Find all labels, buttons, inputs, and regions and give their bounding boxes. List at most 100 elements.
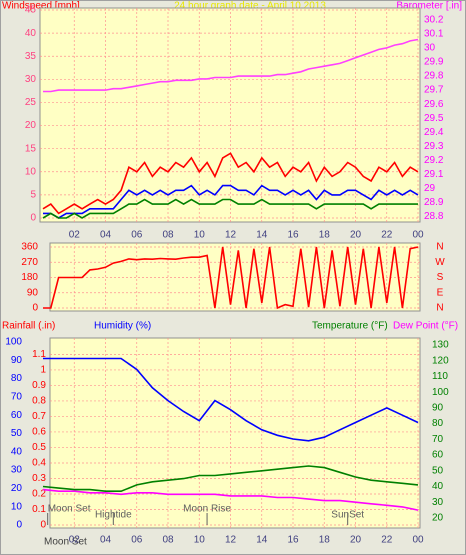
y-tick-label: 0.7 — [32, 411, 46, 422]
y-tick-label: 0.2 — [32, 489, 46, 500]
y2-tick-label: 60 — [432, 450, 444, 461]
annotation: Moon Set — [48, 504, 91, 515]
y2-axis-label: Barometer [.in] — [396, 1, 462, 12]
series-line — [43, 357, 419, 442]
x-tick-label: 22 — [381, 230, 393, 241]
y3-tick-label: 20 — [11, 483, 23, 494]
y3-tick-label: 50 — [11, 428, 23, 439]
y-tick-label: 1 — [40, 365, 46, 376]
y2-tick-label: 50 — [432, 465, 444, 476]
y-tick-label: 15 — [25, 143, 37, 154]
x-tick-label: 16 — [287, 230, 299, 241]
series-line — [43, 38, 419, 93]
plot-area — [39, 7, 421, 223]
series-line — [42, 152, 419, 215]
series-line — [42, 465, 419, 492]
x-tick-label: 10 — [194, 535, 206, 546]
y3-tick-label: 60 — [11, 410, 23, 421]
y3-tick-label: 30 — [11, 465, 23, 476]
x-tick-label: 06 — [131, 230, 143, 241]
x-tick-label: 10 — [194, 230, 206, 241]
x-tick-label: 08 — [162, 535, 174, 546]
x-tick-label: 00 — [412, 535, 424, 546]
x-tick-label: 02 — [69, 535, 81, 546]
y-tick-label: 30 — [25, 74, 37, 85]
x-tick-label: 18 — [319, 535, 331, 546]
y-tick-label: 0.4 — [32, 458, 46, 469]
x-axis-label: Moon Set — [44, 537, 87, 548]
series-line — [43, 246, 419, 310]
y2-tick-label: 29.7 — [424, 85, 444, 96]
legend-humidity: Humidity (%) — [94, 321, 151, 332]
y2-tick-label: 130 — [432, 340, 449, 351]
y2-tick-label: 70 — [432, 434, 444, 445]
y2-tick-label: 110 — [432, 371, 448, 382]
annotation: Hightide — [95, 510, 132, 521]
y2-tick-label: W — [435, 257, 445, 268]
x-tick-label: 14 — [256, 230, 268, 241]
y-tick-label: 35 — [25, 51, 37, 62]
y2-tick-label: N — [436, 303, 443, 314]
y2-tick-label: 20 — [432, 513, 444, 524]
y3-tick-label: 100 — [5, 337, 22, 348]
y2-tick-label: 29.3 — [424, 141, 444, 152]
series-line — [43, 184, 419, 219]
y3-tick-label: 0 — [16, 520, 22, 531]
y2-tick-label: 30.2 — [424, 14, 444, 25]
series-line — [42, 488, 419, 511]
x-tick-label: 02 — [69, 230, 81, 241]
y2-tick-label: 120 — [432, 355, 449, 366]
annotation: Moon Rise — [183, 504, 231, 515]
x-tick-label: 00 — [412, 230, 424, 241]
x-tick-label: 20 — [350, 535, 362, 546]
y2-tick-label: 100 — [432, 387, 449, 398]
y2-tick-label: S — [437, 272, 444, 283]
chart-title: 24 hour graph date - April 10 2013 — [174, 1, 326, 12]
x-tick-label: 08 — [162, 230, 174, 241]
y2-tick-label: 30.1 — [424, 29, 444, 40]
x-tick-label: 20 — [350, 230, 362, 241]
y3-tick-label: 90 — [11, 355, 23, 366]
y2-tick-label: 29.4 — [424, 127, 444, 138]
y2-tick-label: 29.5 — [424, 113, 444, 124]
y2-tick-label: 29.8 — [424, 71, 444, 82]
x-tick-label: 18 — [319, 230, 331, 241]
y-tick-label: 90 — [27, 287, 39, 298]
y3-tick-label: 10 — [11, 501, 23, 512]
x-tick-label: 04 — [100, 230, 112, 241]
y2-tick-label: 29.9 — [424, 57, 444, 68]
y-tick-label: 0 — [32, 303, 38, 314]
y-tick-label: 20 — [25, 120, 37, 131]
y-tick-label: 5 — [30, 190, 36, 201]
y-tick-label: 0.9 — [32, 380, 46, 391]
y-tick-label: 0 — [30, 213, 36, 224]
x-tick-label: 04 — [100, 535, 112, 546]
y-tick-label: 0.1 — [32, 504, 46, 515]
legend-dew-point: Dew Point (°F) — [393, 321, 458, 332]
y-axis-label: Windspeed [mph] — [2, 1, 80, 12]
y2-tick-label: E — [437, 287, 444, 298]
y-tick-label: 0.6 — [32, 427, 46, 438]
y-tick-label: 45 — [25, 5, 37, 16]
y2-tick-label: 29.1 — [424, 169, 444, 180]
y2-tick-label: N — [436, 242, 443, 253]
y2-tick-label: 29.6 — [424, 99, 444, 110]
y2-tick-label: 28.8 — [424, 211, 444, 222]
x-tick-label: 12 — [225, 230, 237, 241]
y2-tick-label: 30 — [424, 43, 436, 54]
legend-temperature: Temperature (°F) — [312, 321, 388, 332]
y-tick-label: 0.5 — [32, 442, 46, 453]
y-tick-label: 360 — [21, 242, 38, 253]
y-tick-label: 40 — [25, 28, 37, 39]
y2-tick-label: 40 — [432, 481, 444, 492]
y-tick-label: 10 — [25, 166, 37, 177]
y3-tick-label: 40 — [11, 446, 23, 457]
y-tick-label: 180 — [21, 272, 38, 283]
y2-tick-label: 29.2 — [424, 155, 444, 166]
y2-tick-label: 30 — [432, 497, 444, 508]
y-tick-label: 25 — [25, 97, 37, 108]
series-line — [42, 198, 418, 219]
x-tick-label: 16 — [287, 535, 299, 546]
y2-tick-label: 29 — [424, 183, 436, 194]
y-tick-label: 0.8 — [32, 396, 46, 407]
